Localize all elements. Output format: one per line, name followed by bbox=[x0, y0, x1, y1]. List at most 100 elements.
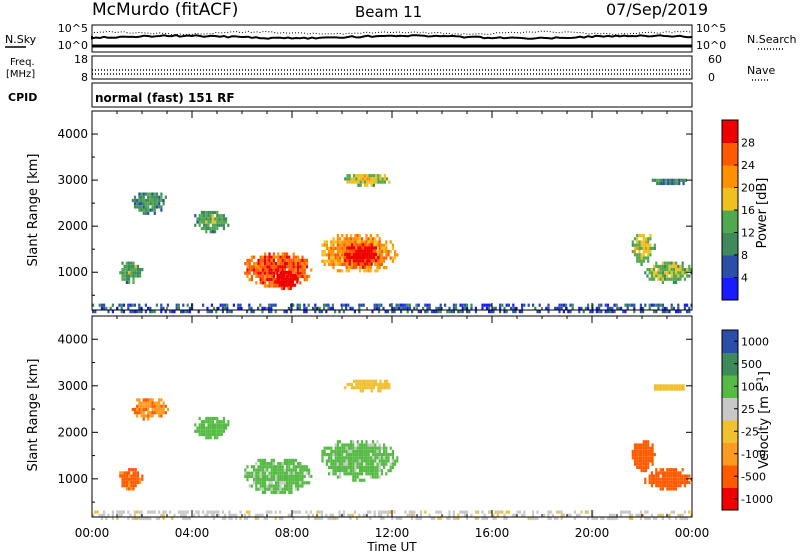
data-cell bbox=[261, 274, 264, 278]
data-cell bbox=[673, 178, 676, 182]
data-cell bbox=[336, 516, 339, 521]
data-cell bbox=[321, 243, 324, 247]
data-cell bbox=[257, 481, 260, 485]
data-cell bbox=[270, 484, 273, 488]
data-cell bbox=[339, 459, 342, 463]
data-cell bbox=[357, 379, 360, 383]
data-cell bbox=[211, 217, 214, 221]
data-cell bbox=[640, 253, 643, 257]
data-cell bbox=[221, 306, 224, 310]
data-cell bbox=[277, 474, 280, 478]
data-cell bbox=[368, 180, 371, 184]
data-cell bbox=[210, 303, 213, 307]
data-cell bbox=[350, 440, 353, 444]
data-cell bbox=[459, 303, 462, 307]
data-cell bbox=[226, 303, 229, 307]
data-cell bbox=[277, 255, 280, 259]
data-cell bbox=[359, 249, 362, 253]
data-cell bbox=[466, 303, 469, 307]
data-cell bbox=[365, 266, 368, 270]
data-cell bbox=[426, 310, 429, 314]
data-cell bbox=[261, 471, 264, 475]
data-cell bbox=[675, 487, 678, 491]
data-cell bbox=[329, 306, 332, 310]
data-cell bbox=[345, 469, 348, 473]
data-cell bbox=[339, 243, 342, 247]
data-cell bbox=[613, 513, 616, 517]
data-cell bbox=[448, 513, 451, 517]
data-cell bbox=[655, 516, 658, 521]
data-cell bbox=[358, 234, 361, 238]
data-cell bbox=[376, 475, 379, 479]
data-cell bbox=[417, 516, 420, 521]
data-cell bbox=[292, 462, 295, 466]
data-cell bbox=[396, 253, 399, 257]
data-cell bbox=[505, 510, 508, 514]
data-cell bbox=[346, 174, 349, 178]
data-cell bbox=[216, 226, 219, 231]
data-cell bbox=[622, 310, 625, 314]
data-cell bbox=[125, 277, 128, 281]
data-cell bbox=[439, 306, 442, 310]
data-cell bbox=[346, 246, 349, 250]
data-cell bbox=[275, 278, 278, 282]
data-cell bbox=[299, 265, 302, 269]
data-cell bbox=[303, 306, 306, 310]
data-cell bbox=[653, 303, 656, 307]
data-cell bbox=[182, 310, 185, 314]
data-cell bbox=[261, 265, 264, 269]
data-cell bbox=[385, 449, 388, 453]
data-cell bbox=[266, 284, 269, 288]
data-cell bbox=[374, 443, 377, 447]
data-cell bbox=[288, 268, 291, 272]
data-cell bbox=[667, 387, 670, 391]
data-cell bbox=[107, 310, 110, 314]
data-cell bbox=[638, 243, 641, 247]
data-cell bbox=[261, 310, 264, 314]
data-cell bbox=[308, 468, 311, 472]
data-cell bbox=[208, 310, 211, 314]
data-cell bbox=[250, 474, 253, 478]
data-cell bbox=[378, 253, 381, 257]
data-cell bbox=[385, 453, 388, 457]
data-cell bbox=[198, 217, 201, 221]
x-tick-label: 16:00 bbox=[475, 526, 510, 540]
data-cell bbox=[675, 181, 679, 186]
data-cell bbox=[347, 462, 350, 466]
data-cell bbox=[677, 477, 680, 481]
data-cell bbox=[339, 256, 342, 260]
data-cell bbox=[136, 516, 139, 521]
data-cell bbox=[650, 480, 653, 485]
data-cell bbox=[177, 303, 180, 307]
data-cell bbox=[96, 510, 99, 514]
data-cell bbox=[406, 303, 409, 307]
data-cell bbox=[200, 210, 203, 215]
data-cell bbox=[374, 475, 377, 479]
data-cell bbox=[281, 255, 284, 259]
data-cell bbox=[125, 474, 128, 478]
data-cell bbox=[279, 271, 282, 275]
data-cell bbox=[661, 306, 664, 310]
data-cell bbox=[378, 237, 381, 241]
data-cell bbox=[259, 278, 262, 282]
data-cell bbox=[638, 250, 641, 254]
data-cell bbox=[649, 453, 652, 457]
data-cell bbox=[350, 472, 353, 476]
data-cell bbox=[254, 513, 257, 517]
data-cell bbox=[292, 468, 295, 472]
data-cell bbox=[261, 268, 264, 272]
data-cell bbox=[364, 180, 367, 184]
data-cell bbox=[688, 306, 691, 310]
data-cell bbox=[682, 384, 685, 388]
data-cell bbox=[374, 459, 377, 463]
data-cell bbox=[536, 510, 539, 514]
data-cell bbox=[277, 471, 280, 475]
data-cell bbox=[149, 202, 152, 206]
data-cell bbox=[650, 303, 653, 307]
data-cell bbox=[138, 205, 141, 209]
data-cell bbox=[649, 243, 652, 247]
data-cell bbox=[194, 223, 197, 227]
data-cell bbox=[638, 234, 641, 238]
data-cell bbox=[636, 234, 639, 238]
